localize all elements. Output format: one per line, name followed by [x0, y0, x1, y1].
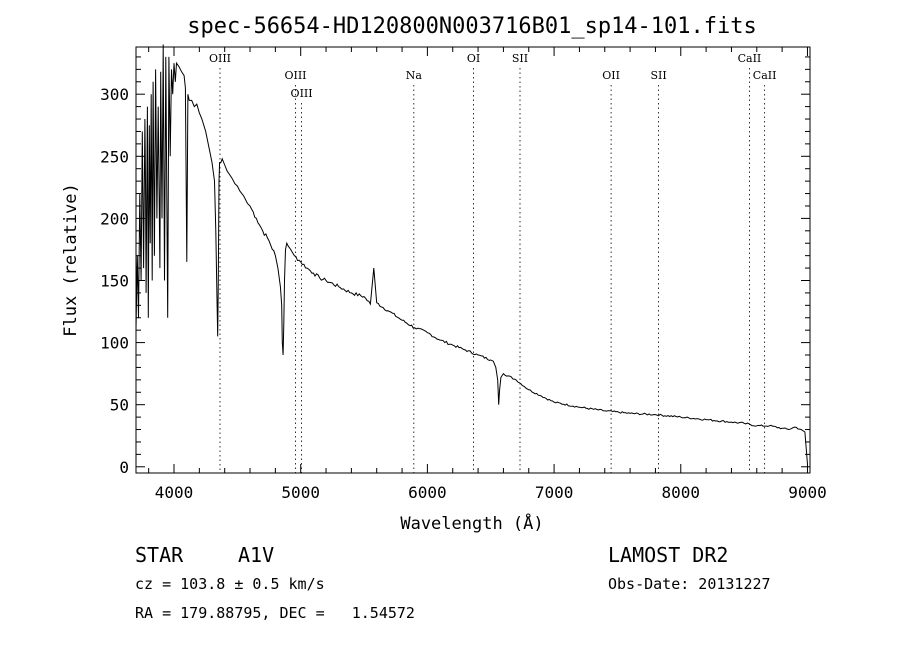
y-tick-label: 250: [100, 147, 129, 166]
line-marker-label: Na: [406, 69, 423, 82]
line-marker-label: SII: [650, 69, 666, 82]
emission-line-markers: OIII OI SII CaII OIII Na OII SII CaII OIII: [209, 52, 777, 473]
y-tick-label: 200: [100, 209, 129, 228]
x-axis-label: Wavelength (Å): [400, 512, 543, 534]
axis-ticks: 4000 5000 6000 7000 8000 9000 0 50 100 150 200 250 3…: [100, 47, 827, 502]
y-axis-label: Flux (relative): [61, 183, 81, 337]
y-tick-label: 150: [100, 271, 129, 290]
spectral-subclass: A1V: [238, 543, 275, 567]
obs-date: Obs-Date: 20131227: [608, 575, 771, 593]
coordinates: RA = 179.88795, DEC = 1.54572: [135, 604, 415, 622]
x-tick-label: 6000: [408, 483, 447, 502]
x-tick-label: 7000: [535, 483, 574, 502]
line-marker-label: CaII: [738, 52, 762, 65]
chart-title: spec-56654-HD120800N003716B01_sp14-101.f…: [187, 14, 757, 39]
object-class: STAR: [135, 543, 184, 567]
survey-name: LAMOST DR2: [608, 543, 729, 567]
y-tick-label: 100: [100, 334, 129, 353]
y-tick-label: 0: [119, 458, 129, 477]
line-marker-label: OIII: [284, 69, 306, 82]
x-tick-label: 4000: [155, 483, 194, 502]
spectrum-line: [135, 44, 808, 465]
line-marker-label: SII: [512, 52, 528, 65]
plot-frame: [135, 46, 811, 474]
y-tick-label: 300: [100, 85, 129, 104]
line-marker-label: OIII: [291, 87, 313, 100]
x-tick-label: 5000: [281, 483, 320, 502]
y-tick-label: 50: [110, 396, 129, 415]
line-marker-label: OI: [467, 52, 480, 65]
line-marker-label: CaII: [753, 69, 777, 82]
x-tick-label: 8000: [662, 483, 701, 502]
redshift-value: cz = 103.8 ± 0.5 km/s: [135, 575, 325, 593]
line-marker-label: OII: [602, 69, 620, 82]
line-marker-label: OIII: [209, 52, 231, 65]
x-tick-label: 9000: [788, 483, 827, 502]
